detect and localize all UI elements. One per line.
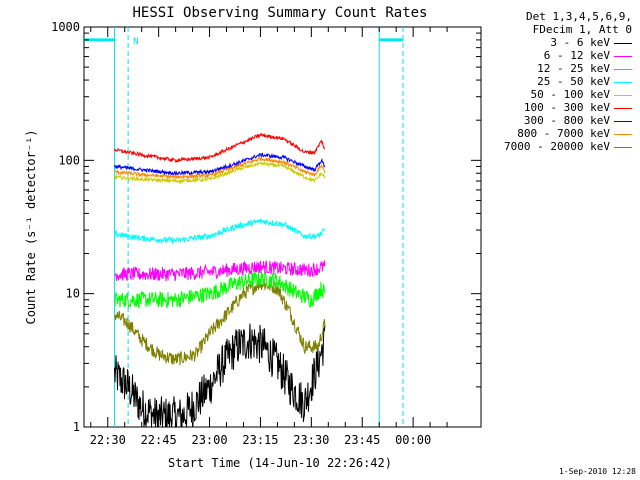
series-line [114, 132, 326, 163]
x-tick-label: 23:30 [293, 433, 329, 447]
series-line [114, 323, 326, 429]
series-line [114, 270, 326, 310]
legend-entry: Det 1,3,4,5,6,9, [504, 10, 632, 23]
legend-entry: 7000 - 20000 keV [504, 140, 632, 153]
y-tick-label: 1000 [51, 20, 80, 34]
legend-entry: 25 - 50 keV [504, 75, 632, 88]
series-line [114, 157, 326, 181]
legend-swatch [614, 68, 632, 70]
legend-entry: 50 - 100 keV [504, 88, 632, 101]
series-layer [114, 132, 326, 429]
series-line [114, 161, 326, 185]
legend-entry: 6 - 12 keV [504, 49, 632, 62]
y-tick-label: 10 [66, 287, 80, 301]
legend-swatch [614, 55, 632, 57]
annotation-layer: N [84, 27, 404, 427]
series-line [114, 279, 326, 366]
x-tick-label: 22:45 [141, 433, 177, 447]
legend-entry: 800 - 7000 keV [504, 127, 632, 140]
legend-entry: 3 - 6 keV [504, 36, 632, 49]
legend-label: 12 - 25 keV [537, 62, 610, 75]
legend-label: 100 - 300 keV [523, 101, 610, 114]
annotation-label: N [133, 37, 138, 47]
series-line [114, 260, 326, 282]
x-tick-label: 23:15 [242, 433, 278, 447]
legend-label: 25 - 50 keV [537, 75, 610, 88]
legend-label: 300 - 800 keV [523, 114, 610, 127]
legend-swatch [614, 94, 632, 96]
legend-swatch [614, 133, 632, 135]
legend-entry: 12 - 25 keV [504, 62, 632, 75]
x-tick-label: 23:45 [344, 433, 380, 447]
y-tick-label: 100 [58, 153, 80, 167]
footer-timestamp: 1-Sep-2010 12:28 [559, 467, 636, 476]
legend-entry: 100 - 300 keV [504, 101, 632, 114]
legend-label: 6 - 12 keV [543, 49, 610, 62]
legend-swatch [614, 42, 632, 44]
y-axis-label: Count Rate (s⁻¹ detector⁻¹) [24, 129, 38, 324]
chart-title: HESSI Observing Summary Count Rates [132, 5, 427, 21]
legend-label: FDecim 1, Att 0 [532, 23, 632, 36]
legend-label: 50 - 100 keV [530, 88, 610, 101]
x-tick-label: 23:00 [191, 433, 227, 447]
y-tick-label: 1 [73, 420, 80, 434]
x-axis-label: Start Time (14-Jun-10 22:26:42) [168, 456, 392, 470]
plot-frame [83, 26, 482, 428]
legend-entry: 300 - 800 keV [504, 114, 632, 127]
axis-layer: 1 10 100 1000 22:30 22:45 23:00 23:15 23:30 23:45… [51, 20, 482, 447]
legend-label: 800 - 7000 keV [517, 127, 610, 140]
x-tick-label: 00:00 [395, 433, 431, 447]
legend-swatch [614, 120, 632, 122]
legend-swatch [614, 146, 632, 148]
x-tick-label: 22:30 [90, 433, 126, 447]
legend-label: 7000 - 20000 keV [504, 140, 610, 153]
legend-label: 3 - 6 keV [550, 36, 610, 49]
series-line [114, 152, 326, 176]
legend-swatch [614, 81, 632, 83]
legend-label: Det 1,3,4,5,6,9, [526, 10, 632, 23]
series-line [114, 218, 326, 245]
legend-swatch [614, 107, 632, 109]
legend-entry: FDecim 1, Att 0 [504, 23, 632, 36]
